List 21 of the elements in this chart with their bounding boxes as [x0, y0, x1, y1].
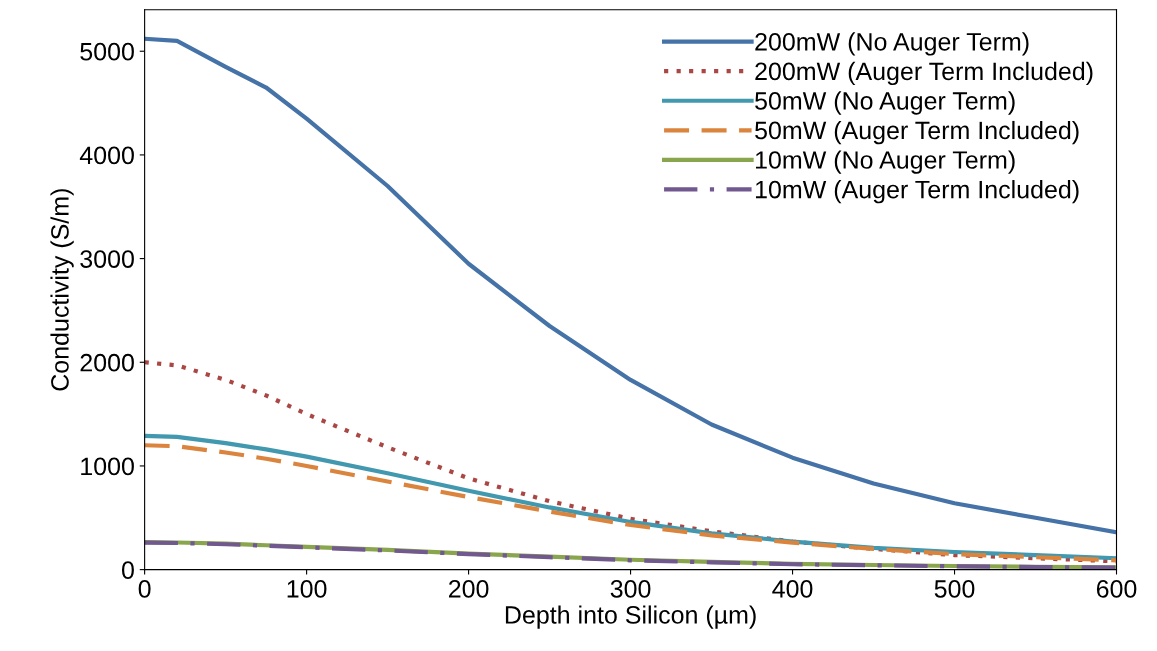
y-tick-label: 0	[121, 561, 134, 579]
y-tick-label: 3000	[80, 250, 134, 268]
x-tick-label: 600	[1096, 580, 1137, 598]
x-tick-label: 500	[934, 580, 975, 598]
y-tick-label: 1000	[81, 457, 134, 476]
y-axis-title: Conductivity (S/m)	[50, 189, 74, 391]
legend-label: 50mW (Auger Term Included)	[755, 120, 1079, 145]
x-tick-label: 200	[448, 580, 489, 598]
x-axis-title: Depth into Silicon (µm)	[505, 605, 756, 629]
legend-label: 50mW (No Auger Term)	[755, 91, 1015, 115]
x-tick-label: 400	[772, 580, 813, 598]
legend-label: 10mW (No Auger Term)	[755, 150, 1015, 174]
legend-label: 200mW (No Auger Term)	[755, 32, 1029, 56]
legend-label: 10mW (Auger Term Included)	[755, 180, 1079, 204]
y-tick-label: 4000	[79, 146, 134, 165]
y-tick-label: 5000	[80, 42, 134, 61]
legend-label: 200mW (Auger Term Included)	[755, 61, 1093, 86]
y-tick-label: 2000	[80, 353, 134, 372]
x-tick-label: 300	[610, 580, 651, 598]
x-tick-label: 100	[287, 580, 327, 598]
x-tick-label: 0	[138, 580, 151, 598]
